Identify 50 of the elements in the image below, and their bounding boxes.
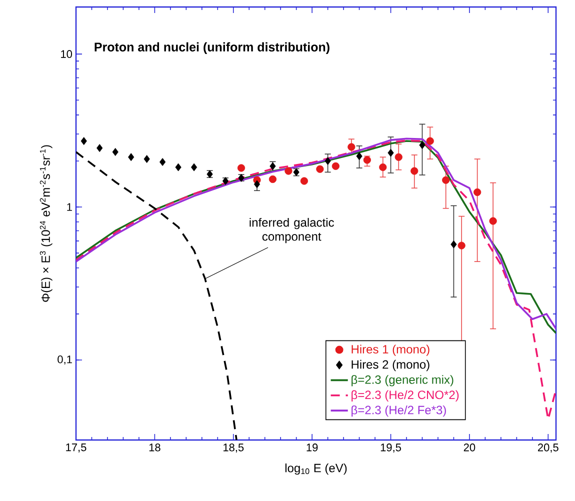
point [426, 137, 434, 145]
y-tick-label: 10 [61, 50, 72, 58]
point [348, 143, 356, 151]
y-tick-label: 1 [67, 203, 72, 211]
point [128, 153, 134, 162]
legend-label: β=2.3 (He/2 CNO*2) [352, 390, 459, 402]
text: Proton and nuclei (uniform distribution) [94, 42, 330, 54]
point [175, 163, 182, 172]
legend-label: β=2.3 (He/2 Fe*3) [352, 405, 446, 417]
point [442, 176, 450, 184]
point [284, 167, 292, 175]
x-tick-label: 19 [306, 444, 318, 452]
point [489, 217, 497, 225]
point [268, 175, 277, 184]
point [80, 137, 87, 146]
x-tick-label: 20,5 [538, 444, 558, 453]
x-tick-label: 19,5 [380, 444, 401, 453]
point [254, 180, 260, 188]
point [388, 148, 394, 157]
y-tick-label: 0,1 [58, 355, 72, 365]
point [363, 156, 371, 164]
text: Φ(E) × E$^{3}$ (10$^{24}$ eV$^{2}$m$^{-2}$s$^{-1}$sr$^{-1}$) [40, 145, 52, 302]
legend-label: Hires 2 (mono) [352, 360, 430, 372]
point [222, 176, 229, 185]
x-tick-label: 18,5 [224, 444, 244, 453]
point [237, 164, 246, 172]
annotation: inferred galactic component [250, 218, 334, 244]
point [112, 148, 118, 156]
point [450, 240, 457, 248]
point [160, 158, 166, 166]
point [410, 167, 418, 175]
point [332, 162, 340, 170]
point [394, 153, 402, 161]
legend-label: β=2.3 (generic mix) [352, 375, 454, 386]
point [190, 163, 198, 172]
point [144, 155, 150, 164]
point [356, 152, 362, 160]
point [419, 141, 426, 150]
x-axis-title: log$_{10}$ E (eV) [285, 463, 347, 475]
x-tick-label: 20 [464, 444, 476, 452]
x-tick-label: 18 [149, 444, 160, 452]
point [474, 188, 482, 196]
point [458, 242, 466, 250]
point [379, 163, 387, 172]
legend-label: Hires 1 (mono) [352, 344, 430, 356]
point [300, 177, 308, 185]
point [96, 144, 103, 152]
x-tick-label: 17,5 [66, 444, 86, 453]
point [324, 156, 331, 165]
point [316, 165, 324, 173]
